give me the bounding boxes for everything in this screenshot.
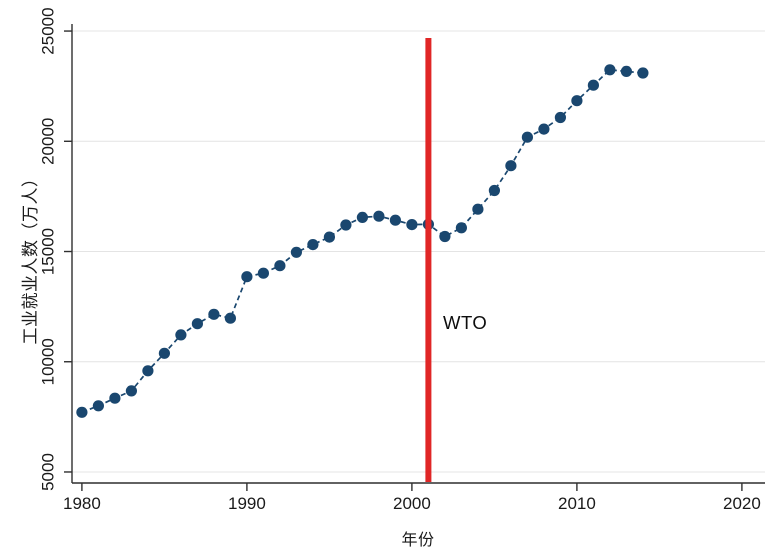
data-point xyxy=(554,111,567,124)
data-point xyxy=(158,347,170,359)
data-point xyxy=(439,230,451,243)
data-point xyxy=(257,267,269,279)
data-point xyxy=(76,406,88,418)
data-point xyxy=(323,231,335,243)
x-tick-label: 1990 xyxy=(228,494,266,513)
data-point xyxy=(637,67,649,79)
x-tick-label: 2000 xyxy=(393,494,431,513)
gridlines xyxy=(72,30,765,473)
data-point xyxy=(274,260,286,272)
data-point xyxy=(571,95,583,107)
x-axis-title: 年份 xyxy=(401,532,435,549)
data-series xyxy=(76,64,649,418)
data-point xyxy=(191,318,203,330)
data-point xyxy=(125,385,137,397)
x-tick-label: 2010 xyxy=(558,494,596,513)
data-point xyxy=(290,246,302,258)
data-point xyxy=(538,123,550,135)
x-tick-label: 2020 xyxy=(723,494,761,513)
data-point xyxy=(472,203,484,215)
data-point xyxy=(92,400,104,412)
axes xyxy=(71,24,765,484)
data-point xyxy=(604,64,616,76)
y-tick-label: 25000 xyxy=(39,7,58,54)
data-point xyxy=(208,308,220,320)
y-tick-label: 15000 xyxy=(39,228,58,275)
y-tick-label: 20000 xyxy=(39,118,58,165)
data-point xyxy=(455,222,467,234)
data-point xyxy=(224,312,236,324)
data-point xyxy=(340,219,352,231)
data-point xyxy=(620,65,633,77)
y-axis-title: 工业就业人数（万人） xyxy=(21,169,40,345)
x-tick-label: 1980 xyxy=(63,494,101,513)
data-point xyxy=(587,79,600,91)
y-tick-label: 5000 xyxy=(39,453,58,491)
data-point xyxy=(406,219,418,231)
data-point xyxy=(109,392,121,404)
data-point xyxy=(241,271,253,283)
data-point xyxy=(389,214,401,226)
data-point xyxy=(505,160,517,172)
data-point xyxy=(307,239,319,251)
data-point xyxy=(488,184,500,197)
data-point xyxy=(356,211,368,223)
data-point xyxy=(521,131,534,143)
data-point xyxy=(373,210,385,222)
data-point xyxy=(142,365,154,377)
y-tick-label: 10000 xyxy=(39,338,58,385)
data-point xyxy=(175,329,187,341)
wto-annotation-label: WTO xyxy=(443,312,488,333)
